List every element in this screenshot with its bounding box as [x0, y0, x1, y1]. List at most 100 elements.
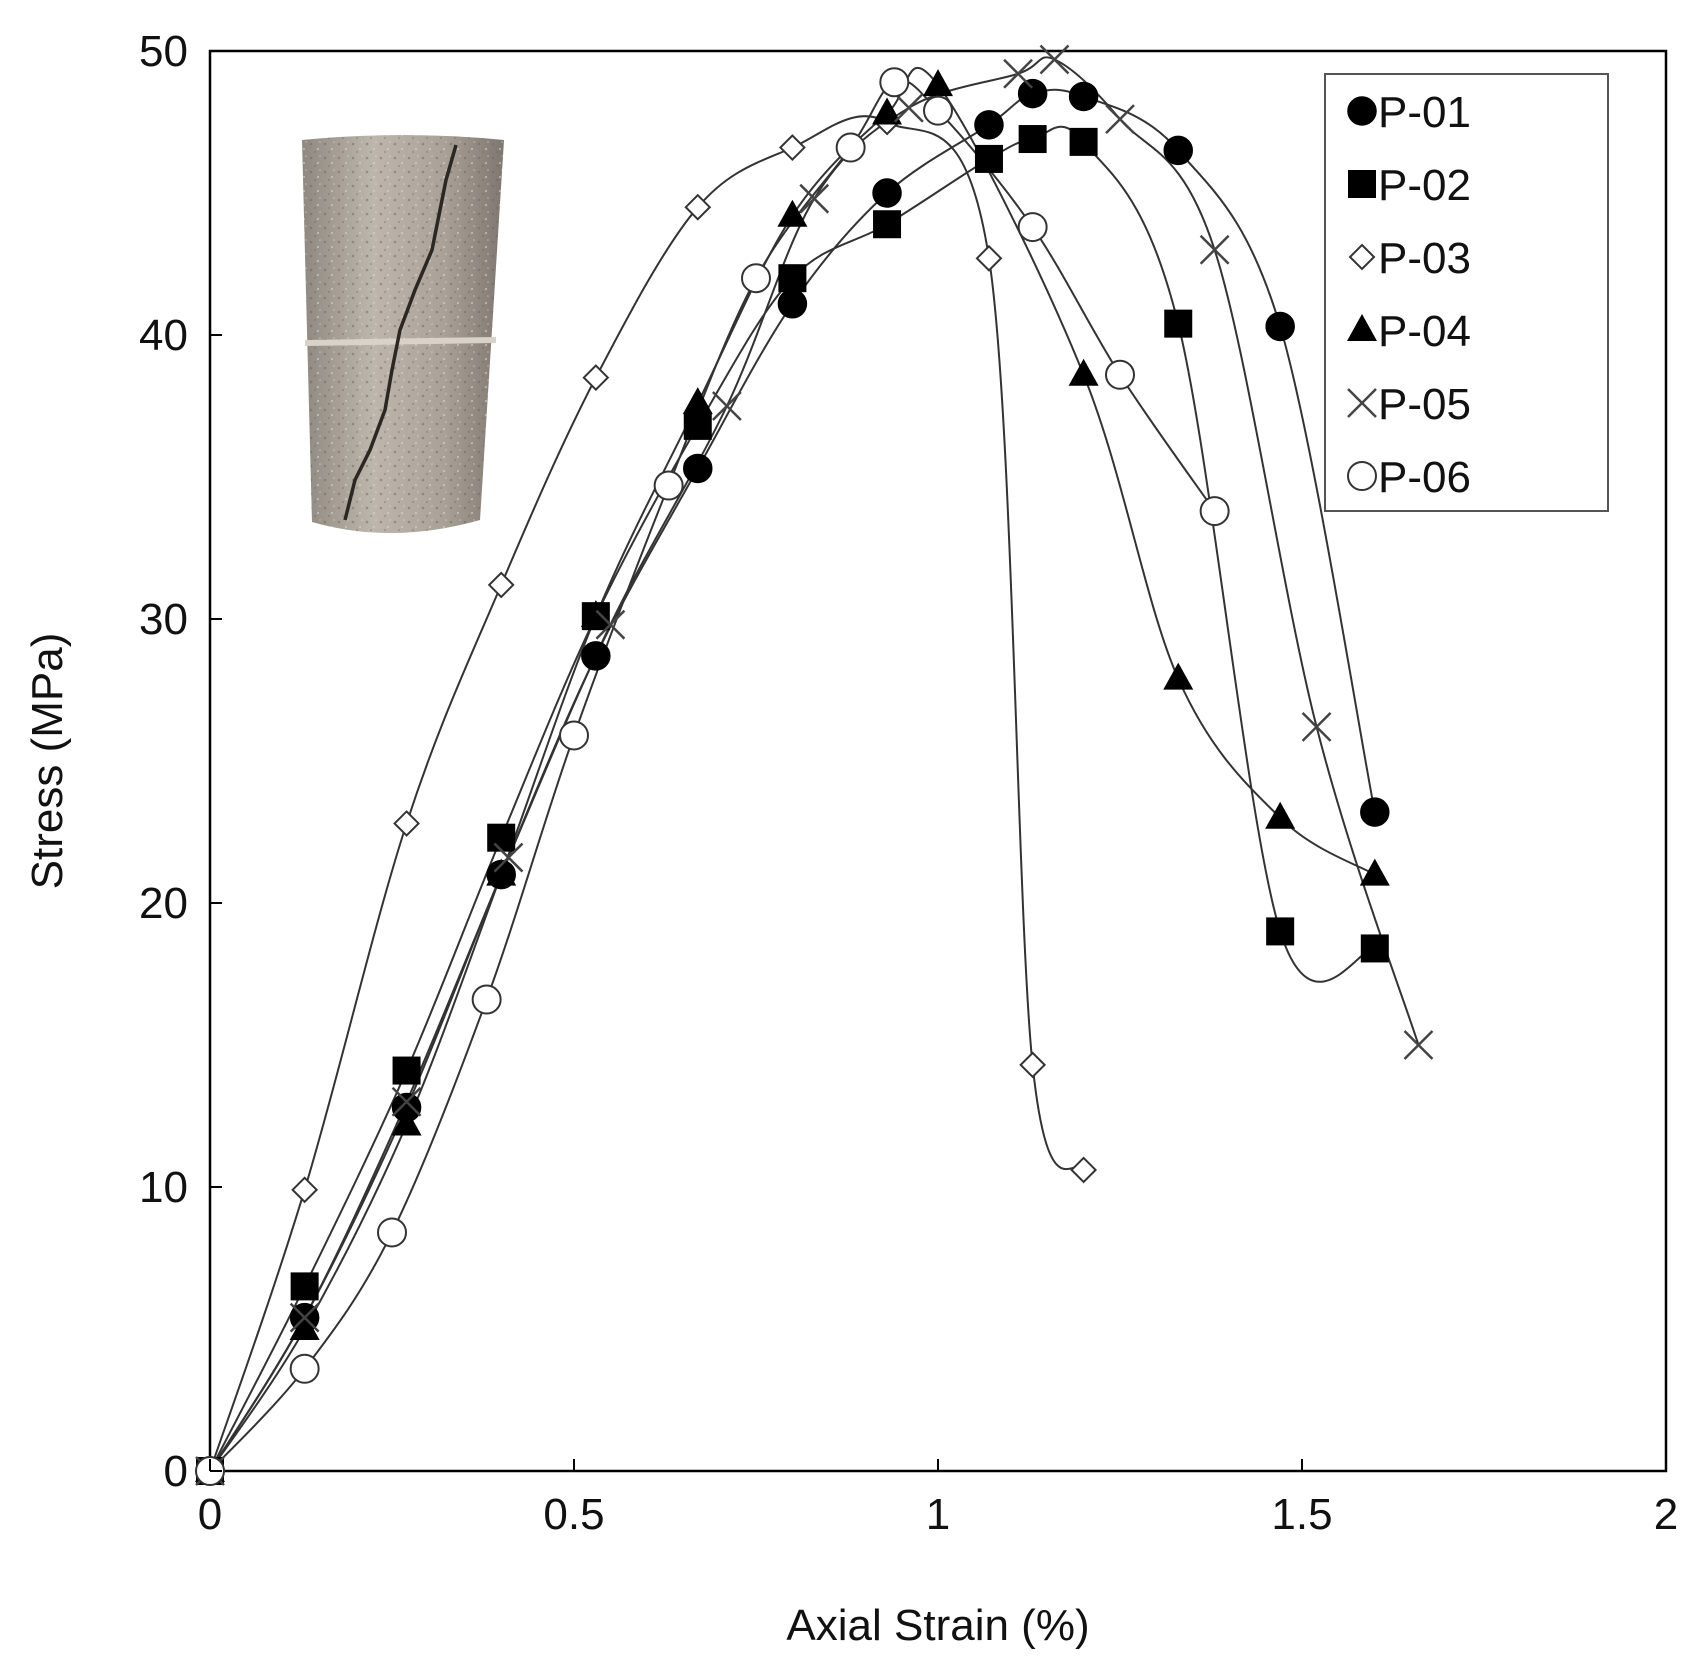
point-p-02-5 — [683, 411, 712, 440]
point-p-04-7 — [872, 97, 903, 125]
point-p-04-10 — [1163, 662, 1194, 690]
point-p-03-3 — [487, 571, 515, 599]
legend: P-01 P-02 P-03 P-04 P-05 P-06 — [1324, 73, 1609, 512]
point-p-05-9 — [1039, 44, 1070, 75]
point-p-04-9 — [1068, 358, 1099, 386]
specimen-photo — [302, 135, 504, 534]
point-p-03-1 — [291, 1176, 319, 1204]
point-p-01-13 — [1360, 797, 1390, 827]
point-p-04-5 — [682, 387, 713, 415]
point-p-06-11 — [1105, 359, 1135, 390]
point-p-05-8 — [1003, 58, 1033, 89]
point-p-03-8 — [975, 244, 1003, 272]
y-axis-title: Stress (MPa) — [23, 633, 72, 890]
point-p-02-1 — [290, 1272, 319, 1301]
point-p-04-11 — [1265, 801, 1296, 829]
point-p-05-4-stroke-b — [595, 609, 626, 640]
point-p-01-9 — [1017, 78, 1048, 109]
legend-marker-p-03 — [1348, 243, 1376, 271]
point-p-06-3 — [471, 984, 502, 1015]
point-p-03-2 — [393, 810, 420, 837]
point-p-02-6 — [778, 264, 807, 293]
point-p-05-7-stroke-b — [893, 92, 924, 123]
point-p-05-6-stroke-b — [799, 183, 830, 214]
point-p-05-3-stroke-b — [493, 842, 524, 873]
y-tick-label-10: 10 — [139, 1163, 188, 1212]
x-tick-label-1: 1 — [926, 1490, 950, 1539]
legend-marker-p-06 — [1347, 461, 1377, 491]
x-axis-title: Axial Strain (%) — [786, 1601, 1089, 1650]
point-p-06-1 — [289, 1353, 320, 1384]
point-p-05-2-stroke-b — [391, 1086, 422, 1117]
point-p-01-7 — [872, 178, 902, 208]
legend-box — [1324, 73, 1609, 512]
point-p-04-4 — [580, 600, 611, 628]
point-p-01-5 — [683, 453, 713, 484]
legend-marker-p-01 — [1347, 96, 1377, 126]
legend-marker-p-05 — [1347, 388, 1377, 418]
point-p-02-2 — [392, 1056, 421, 1085]
point-p-05-11 — [1199, 234, 1230, 265]
legend-label-p-06: P-06 — [1378, 453, 1471, 502]
point-p-05-6 — [799, 183, 830, 214]
y-tick-label-30: 30 — [139, 595, 188, 644]
point-p-04-1 — [289, 1313, 320, 1340]
point-p-02-12 — [1266, 917, 1295, 946]
point-p-05-3 — [493, 842, 524, 873]
point-p-05-13-stroke-b — [1403, 1030, 1434, 1060]
legend-label-p-05: P-05 — [1378, 380, 1471, 429]
point-p-05-5 — [711, 391, 742, 421]
point-p-01-12 — [1265, 311, 1295, 342]
point-p-02-10 — [1069, 127, 1098, 156]
point-p-02-11 — [1164, 309, 1193, 338]
point-p-06-2 — [377, 1217, 407, 1248]
point-p-01-8 — [974, 110, 1004, 140]
point-p-03-5 — [684, 193, 712, 221]
point-p-05-12-stroke-b — [1301, 712, 1332, 742]
point-p-03-4 — [582, 364, 610, 392]
point-p-01-10 — [1068, 81, 1099, 112]
y-axis-ticks: 0 10 20 30 40 50 — [139, 27, 222, 1496]
x-tick-label-0: 0 — [198, 1490, 222, 1539]
point-p-01-6 — [777, 289, 808, 319]
point-p-05-5-stroke-b — [711, 391, 742, 421]
point-p-01-11 — [1163, 135, 1193, 166]
point-p-05-13 — [1403, 1030, 1434, 1060]
point-p-06-9 — [923, 95, 953, 126]
y-tick-label-40: 40 — [139, 311, 188, 360]
point-p-05-8-stroke-b — [1003, 58, 1033, 89]
point-p-05-9-stroke-b — [1039, 44, 1070, 75]
x-tick-label-1-5: 1.5 — [1271, 1490, 1332, 1539]
legend-label-p-01: P-01 — [1378, 88, 1471, 137]
y-tick-label-20: 20 — [139, 879, 188, 928]
point-p-05-1-stroke-b — [289, 1302, 320, 1333]
point-p-04-12 — [1359, 858, 1390, 886]
point-p-04-2 — [391, 1108, 422, 1136]
point-p-05-4 — [595, 609, 626, 640]
legend-label-p-02: P-02 — [1378, 161, 1471, 210]
point-p-05-1 — [289, 1302, 320, 1333]
x-tick-label-0-5: 0.5 — [543, 1490, 604, 1539]
point-p-05-11-stroke-b — [1199, 234, 1230, 265]
point-p-03-6 — [778, 134, 806, 161]
point-p-02-7 — [873, 210, 902, 239]
y-tick-label-0: 0 — [164, 1447, 188, 1496]
point-p-05-7 — [893, 92, 924, 123]
specimen-crack — [343, 144, 458, 521]
point-p-02-9 — [1018, 125, 1047, 154]
point-p-06-12 — [1199, 496, 1230, 527]
specimen-joint — [304, 337, 497, 346]
point-p-05-10-stroke-b — [1105, 104, 1135, 135]
point-p-03-9 — [1019, 1051, 1047, 1079]
point-p-04-3 — [486, 858, 517, 886]
point-p-01-4 — [581, 641, 611, 671]
legend-label-p-03: P-03 — [1378, 234, 1471, 283]
legend-marker-p-02 — [1348, 170, 1376, 198]
point-p-02-3 — [487, 823, 516, 852]
point-p-06-7 — [835, 132, 866, 163]
point-p-05-2 — [391, 1086, 422, 1117]
y-tick-label-50: 50 — [139, 27, 188, 76]
legend-marker-p-04 — [1347, 314, 1377, 341]
point-p-06-6 — [741, 263, 771, 294]
